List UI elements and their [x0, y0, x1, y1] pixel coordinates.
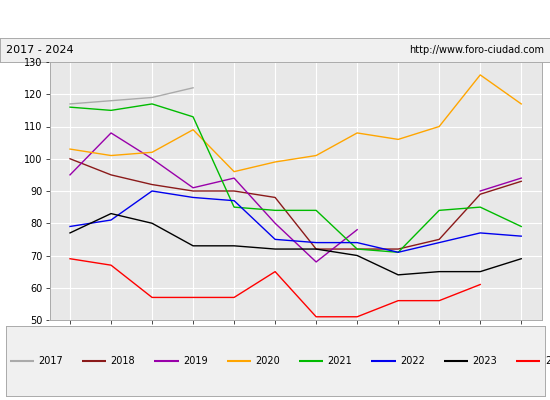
Text: 2023: 2023 — [472, 356, 497, 366]
Text: Evolucion del paro registrado en Ateca: Evolucion del paro registrado en Ateca — [140, 12, 410, 26]
Text: 2024: 2024 — [544, 356, 550, 366]
Text: 2021: 2021 — [328, 356, 353, 366]
Text: 2020: 2020 — [255, 356, 280, 366]
Text: 2018: 2018 — [111, 356, 135, 366]
Text: http://www.foro-ciudad.com: http://www.foro-ciudad.com — [410, 45, 544, 55]
Text: 2017 - 2024: 2017 - 2024 — [6, 45, 73, 55]
Text: 2019: 2019 — [183, 356, 207, 366]
Text: 2022: 2022 — [400, 356, 425, 366]
Text: 2017: 2017 — [38, 356, 63, 366]
